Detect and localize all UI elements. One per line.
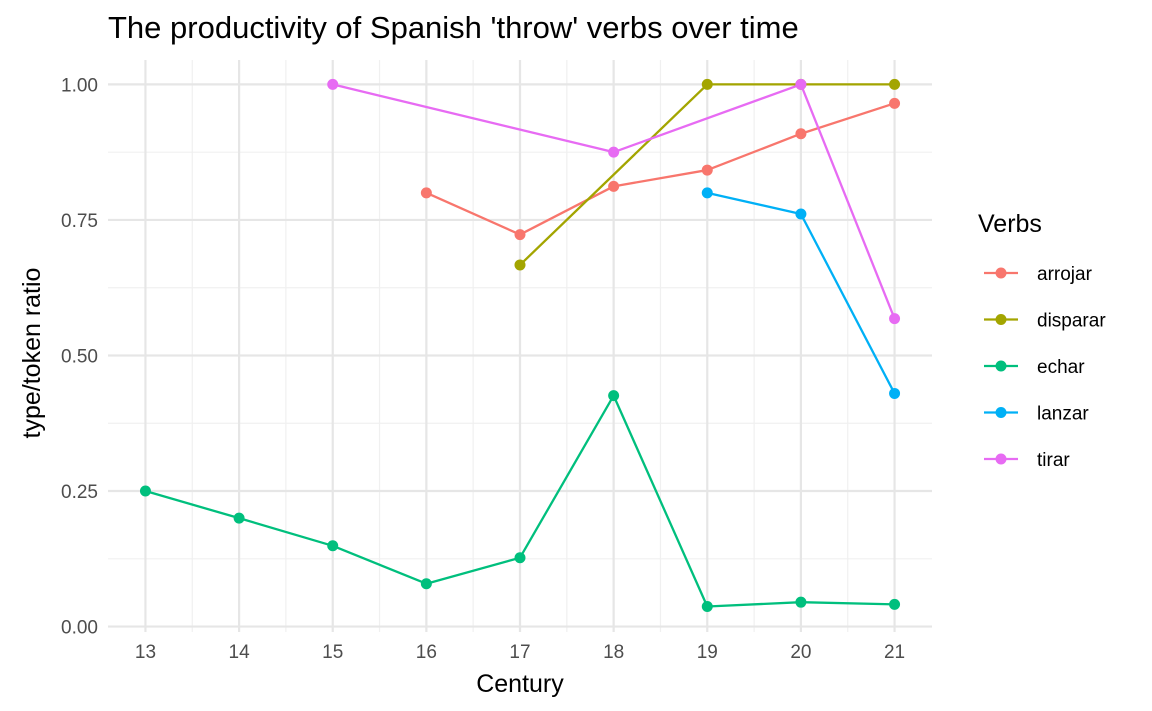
data-point xyxy=(514,552,526,564)
series-line xyxy=(519,83,895,266)
x-tick-label: 21 xyxy=(884,642,905,663)
series-echar xyxy=(139,390,901,613)
legend-point xyxy=(995,314,1007,325)
legend-item-echar: echar xyxy=(984,357,1085,378)
x-tick-label: 19 xyxy=(697,642,718,663)
data-point xyxy=(701,187,713,199)
x-tick-label: 17 xyxy=(509,642,530,663)
x-axis-title: Century xyxy=(476,670,564,698)
data-point xyxy=(795,128,807,140)
legend-point xyxy=(995,407,1007,418)
legend-item-tirar: tirar xyxy=(984,450,1070,471)
y-tick-label: 1.00 xyxy=(61,75,98,96)
legend-point xyxy=(995,360,1007,372)
data-point xyxy=(889,387,901,399)
series-lanzar xyxy=(701,187,901,399)
chart-title: The productivity of Spanish 'throw' verb… xyxy=(108,10,799,45)
legend-point xyxy=(995,453,1007,465)
data-point xyxy=(889,78,901,90)
legend-title: Verbs xyxy=(978,210,1042,238)
data-point xyxy=(233,512,245,524)
series-line xyxy=(425,102,895,236)
data-point xyxy=(889,598,901,610)
legend-label: echar xyxy=(1037,357,1085,378)
y-tick-label: 0.00 xyxy=(61,618,98,639)
legend-label: disparar xyxy=(1037,311,1106,332)
data-point xyxy=(514,259,526,271)
data-point xyxy=(608,180,620,192)
data-point xyxy=(701,78,713,90)
plot-area: 13 14 15 16 17 18 19 20 21 0.00 0.25 0.50 0.75 1.00 xyxy=(61,60,932,663)
y-tick-label: 0.25 xyxy=(61,482,98,503)
legend-item-disparar: disparar xyxy=(984,311,1106,332)
data-point xyxy=(795,208,807,220)
data-point xyxy=(420,578,432,590)
data-point xyxy=(701,164,713,176)
series-tirar xyxy=(327,78,901,325)
legend-label: arrojar xyxy=(1037,264,1093,285)
y-tick-label: 0.75 xyxy=(61,211,98,232)
series-disparar xyxy=(514,78,901,271)
data-point xyxy=(795,596,807,608)
grid xyxy=(108,60,932,632)
data-point xyxy=(889,97,901,109)
data-point xyxy=(327,540,339,552)
legend-point xyxy=(995,267,1007,279)
legend-item-arrojar: arrojar xyxy=(984,264,1093,285)
data-point xyxy=(795,78,807,90)
x-tick-label: 18 xyxy=(603,642,624,663)
data-point xyxy=(608,146,620,158)
x-tick-label: 13 xyxy=(135,642,156,663)
data-point xyxy=(139,485,151,497)
data-point xyxy=(327,78,339,90)
x-tick-label: 15 xyxy=(322,642,343,663)
data-point xyxy=(701,601,713,613)
legend-label: lanzar xyxy=(1037,404,1089,425)
legend: Verbs arrojar disparar echar lanzar tirar xyxy=(978,210,1106,471)
data-point xyxy=(420,187,432,199)
y-axis-title: type/token ratio xyxy=(18,268,46,439)
data-point xyxy=(889,313,901,325)
data-point xyxy=(608,390,620,402)
series-line xyxy=(332,83,896,320)
legend-item-lanzar: lanzar xyxy=(984,404,1089,425)
y-tick-label: 0.50 xyxy=(61,346,98,367)
x-tick-label: 14 xyxy=(229,642,251,663)
legend-label: tirar xyxy=(1037,450,1070,471)
series-arrojar xyxy=(420,97,901,241)
data-point xyxy=(514,229,526,241)
x-tick-label: 16 xyxy=(416,642,437,663)
x-tick-label: 20 xyxy=(790,642,811,663)
